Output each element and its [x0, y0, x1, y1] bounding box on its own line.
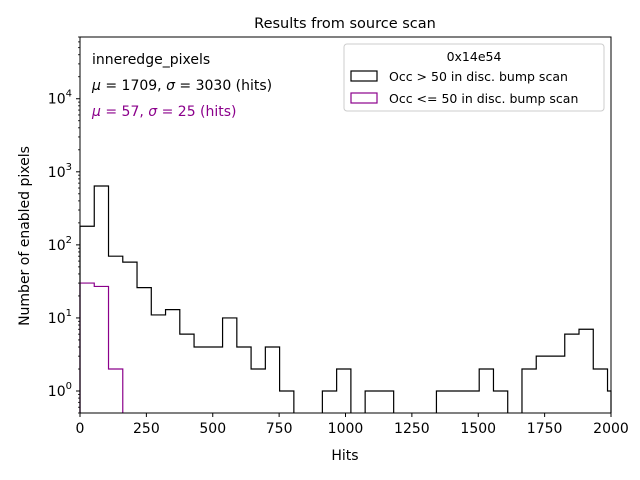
histogram-bin [109, 369, 123, 413]
histogram-bin [593, 369, 607, 413]
legend-swatch [350, 92, 378, 104]
histogram-bin [493, 391, 507, 413]
y-tick-label: 100 [48, 381, 72, 400]
histogram-bin [123, 262, 137, 413]
y-tick-label: 102 [48, 235, 72, 254]
legend-entry-label: Occ > 50 in disc. bump scan [389, 69, 568, 84]
histogram-bin [137, 288, 151, 413]
histogram-bin [166, 310, 180, 413]
stat-annotation: μ = 1709, σ = 3030 (hits) [91, 78, 272, 94]
x-tick-label: 2000 [593, 421, 629, 437]
x-tick-label: 1750 [527, 421, 563, 437]
legend-entry-label: Occ <= 50 in disc. bump scan [389, 91, 578, 106]
legend-swatch [350, 70, 378, 82]
plot-area: 0 250 500 750 1000 1250 1500 1750 2000 100 101 102 1… [48, 36, 629, 437]
histogram-bin [94, 286, 108, 413]
histogram-bin [251, 369, 265, 413]
histogram-bin [436, 391, 479, 413]
chart-title: Results from source scan [254, 16, 436, 32]
histogram-bin [223, 318, 237, 413]
stat-annotation: μ = 57, σ = 25 (hits) [91, 104, 237, 120]
histogram-bin [265, 347, 279, 413]
histogram-bin [194, 347, 223, 413]
histogram-bin [565, 334, 579, 413]
histogram-bin [80, 283, 94, 413]
histogram-bin [151, 315, 165, 413]
stat-annotation: inneredge_pixels [92, 52, 210, 68]
legend-box [343, 43, 605, 112]
histogram-bin [337, 369, 351, 413]
x-tick-label: 1000 [328, 421, 364, 437]
series-outline [79, 185, 612, 413]
series-1 [79, 185, 612, 413]
y-tick-label: 104 [48, 89, 72, 108]
histogram-bin [237, 347, 251, 413]
legend-title: 0x14e54 [447, 49, 502, 64]
x-tick-label: 250 [133, 421, 160, 437]
y-axis-label: Number of enabled pixels [17, 146, 33, 326]
series-2 [79, 282, 124, 413]
x-axis-label: Hits [331, 448, 358, 464]
x-tick-label: 750 [266, 421, 293, 437]
histogram-bin [280, 391, 294, 413]
histogram-bin [536, 356, 565, 413]
y-tick-label: 101 [48, 308, 72, 327]
series-outline [79, 282, 124, 413]
histogram-bin [322, 391, 336, 413]
histogram-bin [579, 329, 593, 413]
x-tick-label: 500 [199, 421, 226, 437]
legend: 0x14e54 Occ > 50 in disc. bump scan Occ <=… [343, 43, 605, 112]
histogram-bin [365, 391, 394, 413]
x-tick-label: 1250 [394, 421, 430, 437]
histogram-bin [522, 369, 536, 413]
histogram-bin [180, 334, 194, 413]
y-tick-label: 103 [48, 162, 72, 181]
histogram-bin [479, 369, 493, 413]
x-tick-label: 1500 [460, 421, 496, 437]
x-tick-label: 0 [76, 421, 85, 437]
